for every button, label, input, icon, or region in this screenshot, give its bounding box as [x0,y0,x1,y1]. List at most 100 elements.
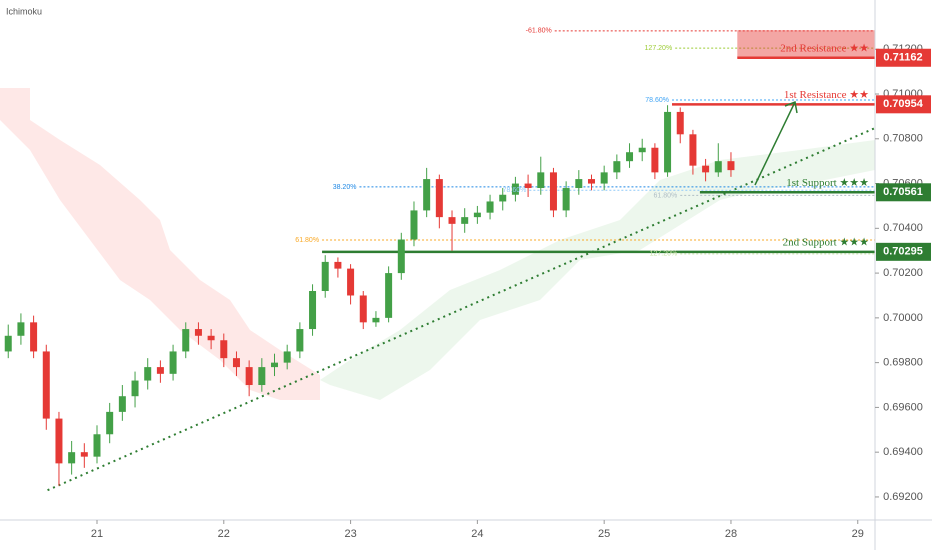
candle-body [676,111,684,135]
fib-label: 127.20% [645,45,673,52]
candle-body [714,161,722,173]
candle-body [156,367,164,374]
candle-body [169,351,177,374]
candle-body [473,212,481,218]
arrow-head [784,100,798,114]
candle-body [283,351,291,363]
candle-body [80,452,88,457]
candle-body [207,335,215,341]
candle-body [321,261,329,292]
price-tag [876,48,931,67]
candle-body [118,396,126,412]
x-tick-label: 29 [852,528,864,540]
level-label: 1st Support ★★★ [786,177,869,189]
candle-body [30,322,38,352]
projection-arrow [754,101,796,186]
resistance-zone [737,30,875,58]
plot [4,30,876,492]
candle-body [68,452,76,464]
candle-body [448,217,456,224]
candle-body [93,434,101,457]
candle-body [613,161,621,173]
candle-body [461,217,469,224]
fib-label: -61.80% [526,28,552,35]
fib-label: 78.60% [503,187,527,194]
price-tag [876,95,931,114]
candle-body [499,194,507,202]
fib-label: 61.80% [295,237,319,244]
candle-body [42,351,50,419]
candle-body [131,380,139,397]
trendline [47,127,876,492]
candle-body [372,317,380,323]
candle-body [106,411,114,435]
candle-body [651,147,659,173]
candle-body [220,340,228,359]
candle-body [638,147,646,153]
x-tick-label: 24 [471,528,483,540]
candle-body [549,172,557,211]
price-tag-label: 0.70295 [883,246,923,258]
y-tick-label: 0.69600 [883,401,923,413]
candle-body [587,179,595,184]
candle-body [334,261,342,269]
candle-body [575,179,583,189]
candle-body [144,367,152,381]
y-tick-label: 0.70000 [883,312,923,324]
candle-body [271,362,279,368]
price-tag-label: 0.70954 [883,98,924,110]
x-tick-label: 21 [91,528,103,540]
level-label: 2nd Resistance ★★ [780,42,869,54]
candle-body [486,201,494,213]
candle-body [537,172,545,189]
y-tick-label: 0.70400 [883,222,923,234]
candle-body [296,329,304,352]
indicator-name: Ichimoku [6,6,42,16]
candle-body [4,335,12,352]
candle-body [385,273,393,318]
y-tick-label: 0.70800 [883,133,923,145]
candle-body [194,329,202,336]
candle-body [410,210,418,240]
candle-body [347,268,355,296]
candle-body [689,134,697,166]
fib-label: 38.20% [333,184,357,191]
x-tick-label: 25 [598,528,610,540]
ichimoku-red-cloud [0,88,320,400]
candle-body [423,179,431,211]
candle-body [359,295,367,323]
candle-body [17,322,25,336]
candle-body [702,165,710,173]
candle-body [435,179,443,218]
candle-body [397,239,405,274]
candle-body [258,367,266,386]
y-tick-label: 0.70200 [883,267,923,279]
candle-body [511,183,519,195]
price-tag [876,242,931,261]
x-tick-label: 22 [218,528,230,540]
candle-body [182,329,190,352]
level-label: 1st Resistance ★★ [784,89,869,101]
level-label: 2nd Support ★★★ [783,236,870,248]
x-tick-label: 23 [344,528,356,540]
price-tag-label: 0.70561 [883,186,923,198]
fib-label: 127.20% [650,251,678,258]
y-tick-label: 0.69400 [883,446,923,458]
fib-label: 78.60% [645,97,669,104]
price-tag-label: 0.71162 [883,52,922,64]
y-tick-label: 0.69800 [883,357,923,369]
fib-label: 61.80% [653,192,677,199]
candle-body [55,418,63,464]
price-tag [876,183,931,202]
candle-body [562,188,570,211]
candle-body [309,291,317,330]
ichimoku-green-cloud [320,140,875,400]
candle-body [727,161,735,171]
y-tick-label: 0.69200 [883,491,923,503]
candle-body [245,367,253,386]
x-tick-label: 28 [725,528,737,540]
candle-body [524,183,532,189]
candle-body [600,172,608,184]
